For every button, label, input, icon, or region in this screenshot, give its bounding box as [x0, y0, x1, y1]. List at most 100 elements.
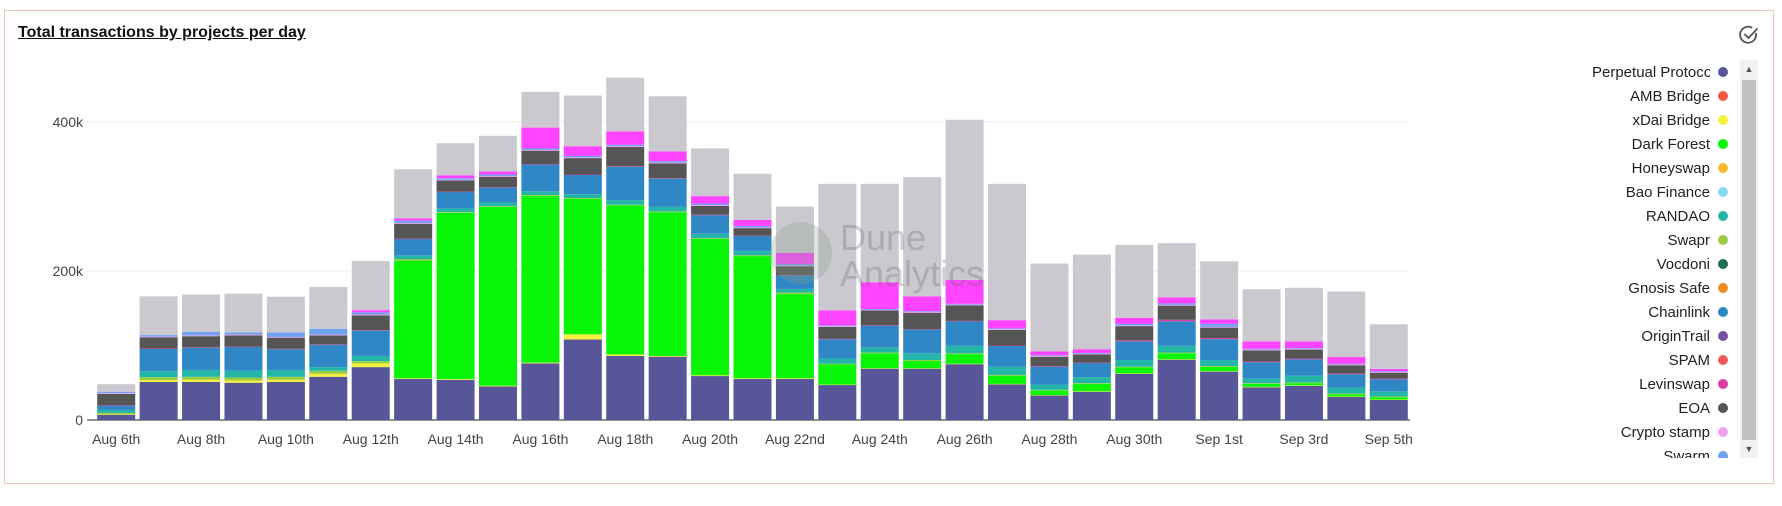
- legend-item[interactable]: OriginTrail: [1641, 324, 1728, 348]
- legend-dot-icon: [1718, 379, 1728, 389]
- bar-segment: [1115, 373, 1154, 420]
- legend-item[interactable]: Bao Finance: [1626, 180, 1728, 204]
- bar-segment: [224, 377, 263, 381]
- bar-segment: [775, 379, 814, 420]
- legend-item[interactable]: Dark Forest: [1632, 132, 1728, 156]
- bar-segment: [1030, 384, 1069, 390]
- bar-segment: [818, 384, 857, 386]
- legend-scrollbar[interactable]: ▲ ▼: [1740, 60, 1758, 458]
- bar-segment: [97, 414, 136, 420]
- legend-item[interactable]: Chainlink: [1648, 300, 1728, 324]
- x-tick-label: Aug 12th: [343, 431, 399, 447]
- bar-segment: [351, 330, 390, 331]
- bar-segment: [1327, 291, 1366, 358]
- legend-item[interactable]: EOA: [1678, 396, 1728, 420]
- bar-segment: [394, 378, 433, 380]
- bar-segment: [394, 238, 433, 256]
- bar-segment: [563, 197, 602, 199]
- check-circle-icon[interactable]: [1738, 24, 1760, 46]
- bar-segment: [1200, 360, 1239, 366]
- bar-segment: [563, 334, 602, 340]
- legend-item[interactable]: SPAM: [1669, 348, 1728, 372]
- bar-segment: [775, 378, 814, 380]
- bar-segment: [1327, 364, 1366, 366]
- bar-segment: [606, 146, 645, 167]
- legend-item[interactable]: Honeyswap: [1632, 156, 1728, 180]
- bar-segment: [775, 206, 814, 253]
- bar-segment: [478, 187, 517, 203]
- bar-segment: [945, 119, 984, 280]
- legend-item[interactable]: Swarm: [1663, 444, 1728, 458]
- bar-segment: [1327, 365, 1366, 374]
- legend-item[interactable]: Perpetual Protocol: [1592, 60, 1728, 84]
- bar-segment: [988, 345, 1027, 346]
- bar-segment: [648, 178, 687, 179]
- bar-segment: [478, 171, 517, 175]
- bar-segment: [648, 212, 687, 356]
- bar-segment: [1284, 287, 1323, 342]
- bar-segment: [1242, 386, 1281, 388]
- bar-segment: [775, 252, 814, 264]
- legend-label: Levinswap: [1639, 375, 1710, 393]
- triangle-down-icon[interactable]: ▼: [1744, 444, 1754, 454]
- legend-label: OriginTrail: [1641, 327, 1710, 345]
- bar-segment: [1030, 395, 1069, 396]
- bar-segment: [139, 380, 178, 383]
- bar-segment: [1327, 373, 1366, 375]
- legend-item[interactable]: Swapr: [1667, 228, 1728, 252]
- legend-dot-icon: [1718, 307, 1728, 317]
- bar-segment: [1369, 391, 1408, 397]
- bar-segment: [1242, 289, 1281, 342]
- bar-segment: [139, 336, 178, 338]
- legend-item[interactable]: RANDAO: [1646, 204, 1728, 228]
- bar-segment: [351, 363, 390, 368]
- legend-item[interactable]: Vocdoni: [1657, 252, 1728, 276]
- bar-segment: [351, 310, 390, 313]
- bar-segment: [1115, 323, 1154, 326]
- scrollbar-thumb[interactable]: [1742, 80, 1756, 440]
- legend-item[interactable]: xDai Bridge: [1632, 108, 1728, 132]
- triangle-up-icon[interactable]: ▲: [1744, 64, 1754, 74]
- bar-segment: [521, 127, 560, 149]
- bar-segment: [563, 146, 602, 156]
- bar-segment: [648, 96, 687, 152]
- bar-segment: [860, 368, 899, 420]
- bar-segment: [691, 205, 730, 206]
- legend-item[interactable]: AMB Bridge: [1630, 84, 1728, 108]
- bar-segment: [1369, 399, 1408, 420]
- bar-segment: [182, 370, 221, 377]
- bar-segment: [563, 157, 602, 159]
- bar-segment: [1072, 352, 1111, 354]
- bar-segment: [1284, 385, 1323, 420]
- bar-segment: [1115, 341, 1154, 361]
- bar-segment: [691, 215, 730, 234]
- bar-segment: [182, 336, 221, 348]
- bar-segment: [1369, 397, 1408, 400]
- bar-segment: [182, 347, 221, 348]
- x-tick-label: Sep 1st: [1195, 431, 1243, 447]
- bar-segment: [1157, 319, 1196, 322]
- bar-segment: [1200, 366, 1239, 372]
- legend-item[interactable]: Levinswap: [1639, 372, 1728, 396]
- legend-item[interactable]: Gnosis Safe: [1628, 276, 1728, 300]
- bar-segment: [648, 356, 687, 420]
- bar-segment: [1369, 396, 1408, 398]
- bar-segment: [394, 238, 433, 240]
- bar-segment: [945, 305, 984, 321]
- legend-item[interactable]: Crypto stamp: [1621, 420, 1728, 444]
- bar-segment: [945, 364, 984, 420]
- bar-segment: [818, 310, 857, 326]
- bar-segment: [139, 382, 178, 420]
- chart-title[interactable]: Total transactions by projects per day: [18, 24, 306, 41]
- bar-segment: [478, 176, 517, 188]
- bar-segment: [563, 158, 602, 175]
- bar-segment: [224, 380, 263, 383]
- bar-segment: [1242, 387, 1281, 420]
- legend-label: xDai Bridge: [1632, 111, 1710, 129]
- bar-segment: [266, 376, 305, 380]
- bar-segment: [1030, 355, 1069, 356]
- bar-segment: [818, 183, 857, 311]
- bar-segment: [1157, 359, 1196, 420]
- bar-segment: [1157, 359, 1196, 360]
- bar-segment: [478, 385, 517, 387]
